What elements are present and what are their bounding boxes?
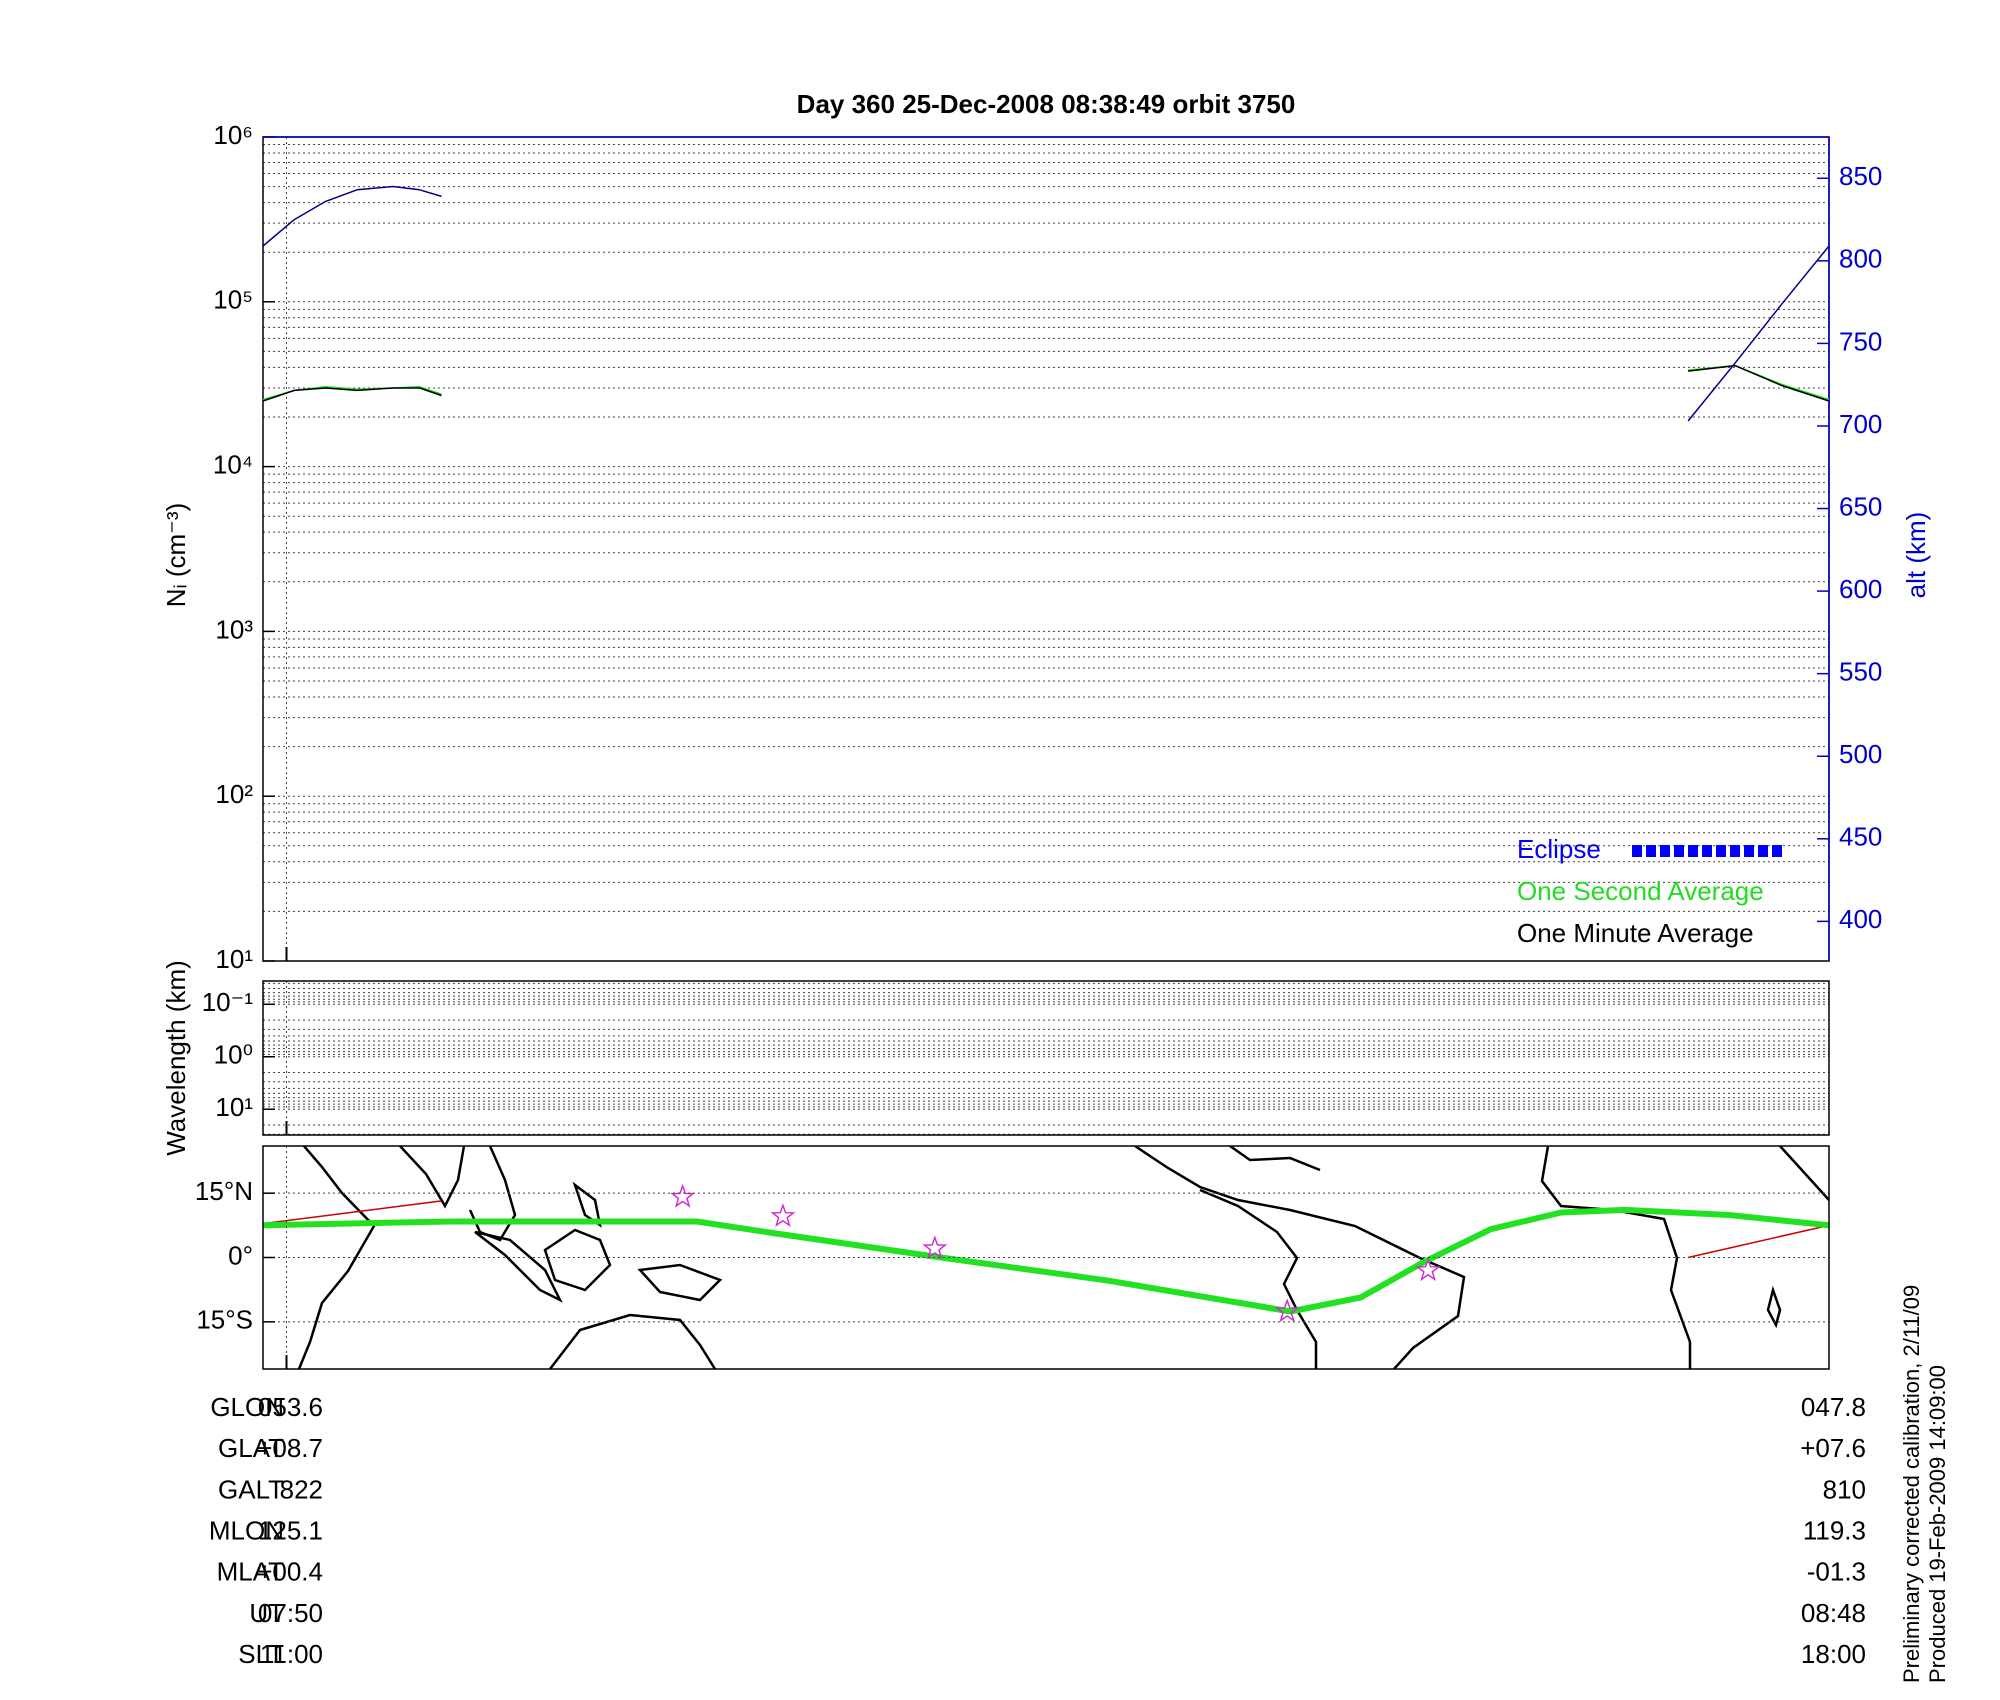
coastlines (297, 1146, 1829, 1369)
y-tick-label: 10⁵ (213, 285, 253, 315)
row-label: GLON (210, 1392, 284, 1422)
y-axis-label: Nᵢ (cm⁻³) (161, 503, 191, 607)
row-end-value: 047.8 (1801, 1392, 1866, 1422)
legend-label: One Minute Average (1517, 918, 1754, 948)
map-layer (263, 1183, 1829, 1323)
y2-tick-label: 400 (1839, 904, 1882, 934)
row-label: GLAT (218, 1433, 284, 1463)
legend-marker (1646, 845, 1656, 857)
star-marker (1274, 1298, 1300, 1323)
row-label: GALT (218, 1474, 284, 1504)
y-tick-label: 15°N (195, 1176, 253, 1206)
legend-marker (1660, 845, 1670, 857)
y2-tick-label: 550 (1839, 657, 1882, 687)
y-tick-label: 10¹ (215, 1092, 253, 1122)
y-tick-label: 10⁰ (214, 1040, 253, 1070)
y-tick-label: 10¹ (215, 944, 253, 974)
series-line (262, 364, 1830, 401)
legend-marker (1702, 845, 1712, 857)
row-end-value: 810 (1823, 1474, 1866, 1504)
row-end-value: +07.6 (1800, 1433, 1866, 1463)
legend-label: One Second Average (1517, 876, 1764, 906)
row-start-value: +08.7 (257, 1433, 323, 1463)
series-line (263, 1200, 1829, 1259)
row-end-value: -01.3 (1807, 1557, 1866, 1587)
y-tick-label: 10⁶ (213, 120, 253, 150)
legend-marker (1674, 845, 1684, 857)
star-marker (770, 1203, 796, 1227)
chart-title: Day 360 25-Dec-2008 08:38:49 orbit 3750 (797, 89, 1296, 119)
y2-tick-label: 500 (1839, 739, 1882, 769)
legend-marker (1758, 845, 1768, 857)
legend-label: Eclipse (1517, 834, 1601, 864)
row-end-value: 18:00 (1801, 1639, 1866, 1669)
row-label: SLT (238, 1639, 284, 1669)
y2-tick-label: 650 (1839, 491, 1882, 521)
footnote: Preliminary corrected calibration, 2/11/… (1899, 1285, 1924, 1683)
series-line (263, 1206, 1829, 1315)
row-label: UT (249, 1598, 284, 1628)
row-start-value: 053.6 (258, 1392, 323, 1422)
y2-axis-label: alt (km) (1901, 512, 1931, 599)
y-axis-label: Wavelength (km) (161, 960, 191, 1156)
legend-marker (1716, 845, 1726, 857)
y2-tick-label: 600 (1839, 574, 1882, 604)
y2-tick-label: 450 (1839, 822, 1882, 852)
y2-tick-label: 700 (1839, 409, 1882, 439)
row-start-value: 07:50 (258, 1598, 323, 1628)
y-tick-label: 15°S (196, 1305, 253, 1335)
series-line (262, 185, 1830, 422)
y-tick-label: 10³ (215, 614, 253, 644)
y-tick-label: 10⁻¹ (202, 987, 254, 1017)
series-line (262, 364, 1830, 402)
star-marker (670, 1183, 696, 1208)
footnote: Produced 19-Feb-2009 14:09:00 (1925, 1365, 1950, 1683)
y2-tick-label: 850 (1839, 161, 1882, 191)
star-marker (922, 1235, 948, 1260)
row-start-value: 125.1 (258, 1515, 323, 1545)
y-tick-label: 10² (215, 779, 253, 809)
legend-marker (1688, 845, 1698, 857)
y2-tick-label: 750 (1839, 326, 1882, 356)
row-start-value: 822 (280, 1474, 323, 1504)
plot-frame (262, 1145, 1830, 1370)
star-marker (1415, 1257, 1441, 1282)
legend-marker (1730, 845, 1740, 857)
row-label: MLAT (217, 1557, 285, 1587)
row-end-value: 119.3 (1803, 1515, 1866, 1545)
row-label: MLON (209, 1515, 284, 1545)
row-start-value: +00.4 (257, 1557, 323, 1587)
y2-tick-label: 800 (1839, 244, 1882, 274)
legend-marker (1772, 845, 1782, 857)
plot-frame (262, 980, 1830, 1136)
legend-marker (1632, 845, 1642, 857)
y-tick-label: 10⁴ (213, 449, 253, 479)
row-start-value: 11:00 (260, 1639, 323, 1669)
row-end-value: 08:48 (1801, 1598, 1866, 1628)
legend-marker (1744, 845, 1754, 857)
y-tick-label: 0° (228, 1240, 253, 1270)
